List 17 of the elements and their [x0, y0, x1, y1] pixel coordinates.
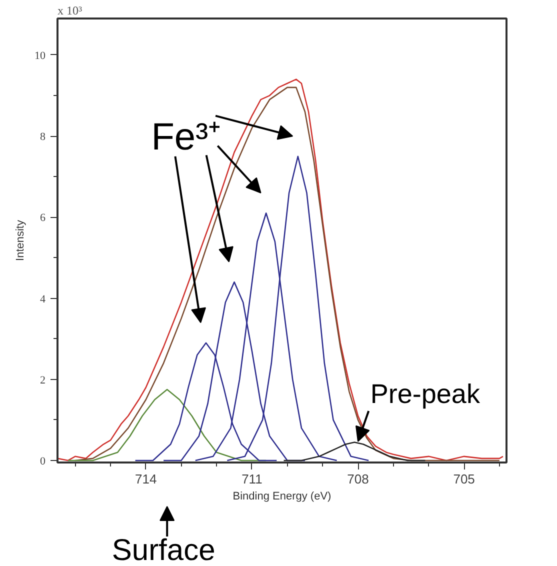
text: Surface	[112, 534, 216, 566]
x-tick-label: 708	[347, 472, 369, 486]
y-tick-label: 4	[40, 293, 46, 306]
x-tick-label: 711	[242, 472, 262, 486]
line-series	[283, 442, 426, 462]
annotation: Pre-peak	[370, 378, 480, 409]
annotation: Fe³⁺	[151, 116, 222, 158]
y-tick-label: 8	[40, 131, 46, 144]
y-axis-title: Intensity	[14, 220, 26, 261]
x-axis-title: Binding Energy (eV)	[232, 490, 332, 502]
y-tick-label: 10	[34, 50, 46, 62]
x-tick-label: 705	[453, 472, 475, 486]
y-tick-label: 6	[40, 212, 46, 224]
text: x 10³	[58, 4, 82, 18]
x-tick-label: 714	[135, 472, 157, 486]
y-tick-label: 0	[40, 455, 46, 468]
y-tick-label: 2	[40, 374, 46, 386]
